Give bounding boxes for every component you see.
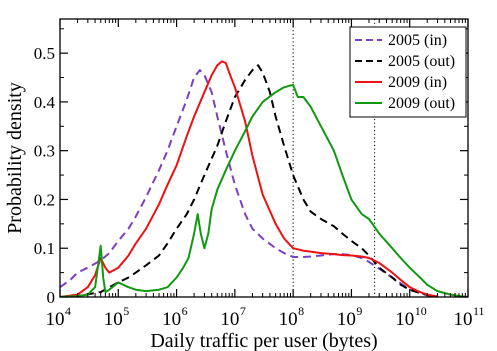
x-tick-label-4: 10	[220, 309, 239, 330]
x-tick-label-2: 10	[104, 309, 123, 330]
y-tick-label-4: 0.3	[34, 142, 55, 161]
x-tick-exponent-4: 7	[240, 304, 246, 318]
series-group	[60, 60, 468, 297]
axes: 10 4 10 5 10 6 10 7 10 8 10 9 10 10 10 1100.10.20.30.40…	[34, 18, 485, 330]
x-tick-label-3: 10	[162, 309, 181, 330]
x-tick-label-5: 10	[279, 309, 298, 330]
x-tick-exponent-7: 10	[415, 304, 427, 318]
plot-frame	[59, 18, 469, 298]
plot-area	[60, 19, 468, 297]
y-tick-label-3: 0.2	[34, 190, 55, 209]
series-line-2	[60, 64, 438, 297]
x-tick-label-8: 10	[454, 309, 473, 330]
x-tick-label-6: 10	[337, 309, 356, 330]
y-tick-label-1: 0	[47, 288, 56, 307]
x-tick-exponent-6: 9	[356, 304, 362, 318]
y-axis-title: Probability density	[4, 82, 26, 234]
legend-label-1: 2005 (in)	[388, 32, 447, 49]
x-tick-label-1: 10	[46, 309, 65, 330]
legend-label-2: 2005 (out)	[388, 53, 455, 70]
y-tick-label-2: 0.1	[34, 239, 55, 258]
x-tick-exponent-5: 8	[298, 304, 304, 318]
x-tick-exponent-1: 4	[65, 304, 71, 318]
x-axis-title: Daily traffic per user (bytes)	[150, 330, 377, 351]
x-tick-exponent-2: 5	[123, 304, 129, 318]
series-line-3	[60, 60, 438, 297]
x-tick-exponent-8: 11	[473, 304, 485, 318]
series-line-1	[60, 69, 438, 297]
x-tick-label-7: 10	[395, 309, 414, 330]
y-tick-label-5: 0.4	[34, 93, 56, 112]
legend: 2005 (in) 2005 (out) 2009 (in) 2009 (out)	[349, 26, 467, 118]
series-line-4	[60, 83, 468, 297]
legend-label-4: 2009 (out)	[388, 95, 455, 112]
legend-label-3: 2009 (in)	[388, 74, 447, 91]
x-tick-exponent-3: 6	[182, 304, 188, 318]
y-tick-label-6: 0.5	[34, 44, 55, 63]
